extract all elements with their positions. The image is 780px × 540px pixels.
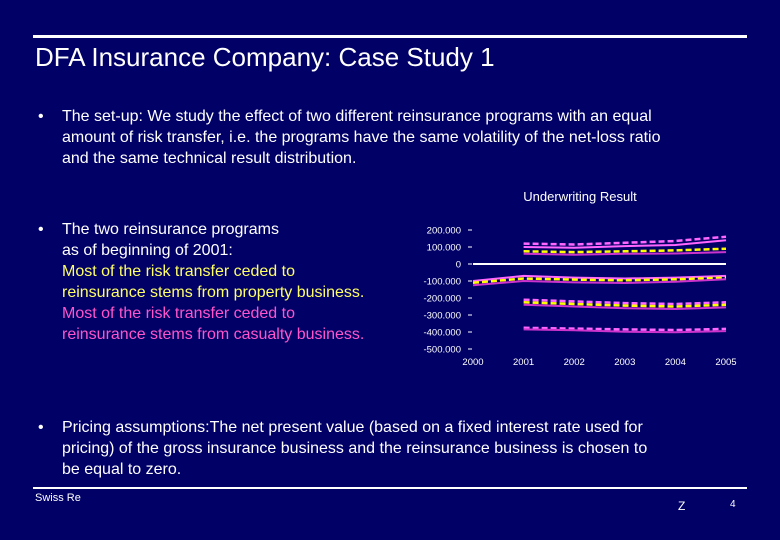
x-axis: 2000 2001 2002 2003 2004 2005 (462, 357, 736, 368)
y-tick-label: -100.000 (423, 277, 461, 288)
series-line (523, 239, 727, 249)
chart-series (472, 235, 727, 334)
x-tick-label: 2003 (614, 357, 635, 368)
setup-line-2: amount of risk transfer, i.e. the progra… (62, 129, 661, 146)
y-tick-label: -500.000 (423, 345, 461, 356)
series-line (472, 276, 727, 284)
footer-rule (33, 487, 747, 489)
series-line (523, 298, 727, 306)
casualty-program-line-2: reinsurance stems from casualty business… (62, 326, 365, 343)
series-line (523, 328, 727, 334)
title-rule (33, 35, 747, 38)
x-tick-label: 2001 (513, 357, 534, 368)
property-program-line-2: reinsurance stems from property business… (62, 284, 365, 301)
casualty-program-line-1: Most of the risk transfer ceded to (62, 305, 295, 322)
x-tick-label: 2005 (715, 357, 736, 368)
footer-brand: Swiss Re (35, 492, 81, 504)
page-number: 4 (730, 499, 736, 510)
x-tick-label: 2002 (564, 357, 585, 368)
pricing-line-1: Pricing assumptions:The net present valu… (62, 419, 643, 436)
setup-line-3: and the same technical result distributi… (62, 150, 357, 167)
series-line (523, 251, 727, 256)
property-program-line-1: Most of the risk transfer ceded to (62, 263, 295, 280)
series-line (472, 274, 727, 282)
bullet-marker: • (38, 221, 44, 238)
y-tick-label: 100.000 (427, 243, 461, 254)
programs-paragraph: The two reinsurance programs as of begin… (62, 219, 412, 345)
series-line (523, 301, 727, 308)
y-axis: 200.000 100.000 0 -100.000 -200.000 -300.000 -… (423, 226, 472, 356)
programs-line-1: The two reinsurance programs (62, 221, 279, 238)
y-tick-label: -200.000 (423, 294, 461, 305)
footer-mark: Z (678, 499, 686, 513)
y-tick-label: 0 (456, 260, 461, 271)
series-line (523, 247, 727, 254)
y-tick-label: -300.000 (423, 311, 461, 322)
bullet-marker: • (38, 108, 44, 125)
y-tick-label: -400.000 (423, 328, 461, 339)
series-line (472, 278, 727, 287)
pricing-paragraph: Pricing assumptions:The net present valu… (62, 417, 752, 480)
slide-title: DFA Insurance Company: Case Study 1 (35, 42, 495, 72)
setup-paragraph: The set-up: We study the effect of two d… (62, 106, 752, 169)
setup-line-1: The set-up: We study the effect of two d… (62, 108, 652, 125)
y-tick-label: 200.000 (427, 226, 461, 237)
underwriting-result-chart: Underwriting Result 200.000 100.000 0 -100.… (423, 189, 736, 368)
series-line (523, 235, 727, 246)
bullet-marker: • (38, 419, 44, 436)
series-line (523, 326, 727, 332)
x-tick-label: 2004 (665, 357, 686, 368)
pricing-line-3: be equal to zero. (62, 461, 182, 478)
x-tick-label: 2000 (462, 357, 483, 368)
programs-line-2: as of beginning of 2001: (62, 242, 233, 259)
pricing-line-2: pricing) of the gross insurance business… (62, 440, 648, 457)
chart-title: Underwriting Result (523, 189, 637, 204)
series-line (523, 303, 727, 311)
